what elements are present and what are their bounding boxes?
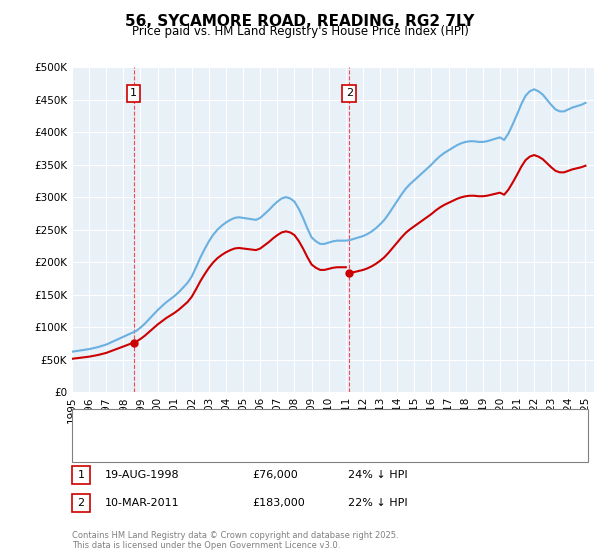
Text: 24% ↓ HPI: 24% ↓ HPI [348, 470, 407, 480]
Text: 56, SYCAMORE ROAD, READING, RG2 7LY: 56, SYCAMORE ROAD, READING, RG2 7LY [125, 14, 475, 29]
Text: Contains HM Land Registry data © Crown copyright and database right 2025.
This d: Contains HM Land Registry data © Crown c… [72, 530, 398, 550]
Text: 19-AUG-1998: 19-AUG-1998 [105, 470, 179, 480]
Text: 10-MAR-2011: 10-MAR-2011 [105, 498, 179, 508]
Text: ——: —— [87, 417, 115, 431]
Text: 22% ↓ HPI: 22% ↓ HPI [348, 498, 407, 508]
Text: 1: 1 [77, 470, 85, 480]
Text: £183,000: £183,000 [252, 498, 305, 508]
Text: 1: 1 [130, 88, 137, 98]
Text: ——: —— [87, 440, 115, 454]
Text: Price paid vs. HM Land Registry's House Price Index (HPI): Price paid vs. HM Land Registry's House … [131, 25, 469, 38]
Text: 56, SYCAMORE ROAD, READING, RG2 7LY (semi-detached house): 56, SYCAMORE ROAD, READING, RG2 7LY (sem… [114, 419, 452, 429]
Text: 2: 2 [346, 88, 353, 98]
Text: HPI: Average price, semi-detached house, Reading: HPI: Average price, semi-detached house,… [114, 442, 378, 452]
Text: 2: 2 [77, 498, 85, 508]
Text: £76,000: £76,000 [252, 470, 298, 480]
